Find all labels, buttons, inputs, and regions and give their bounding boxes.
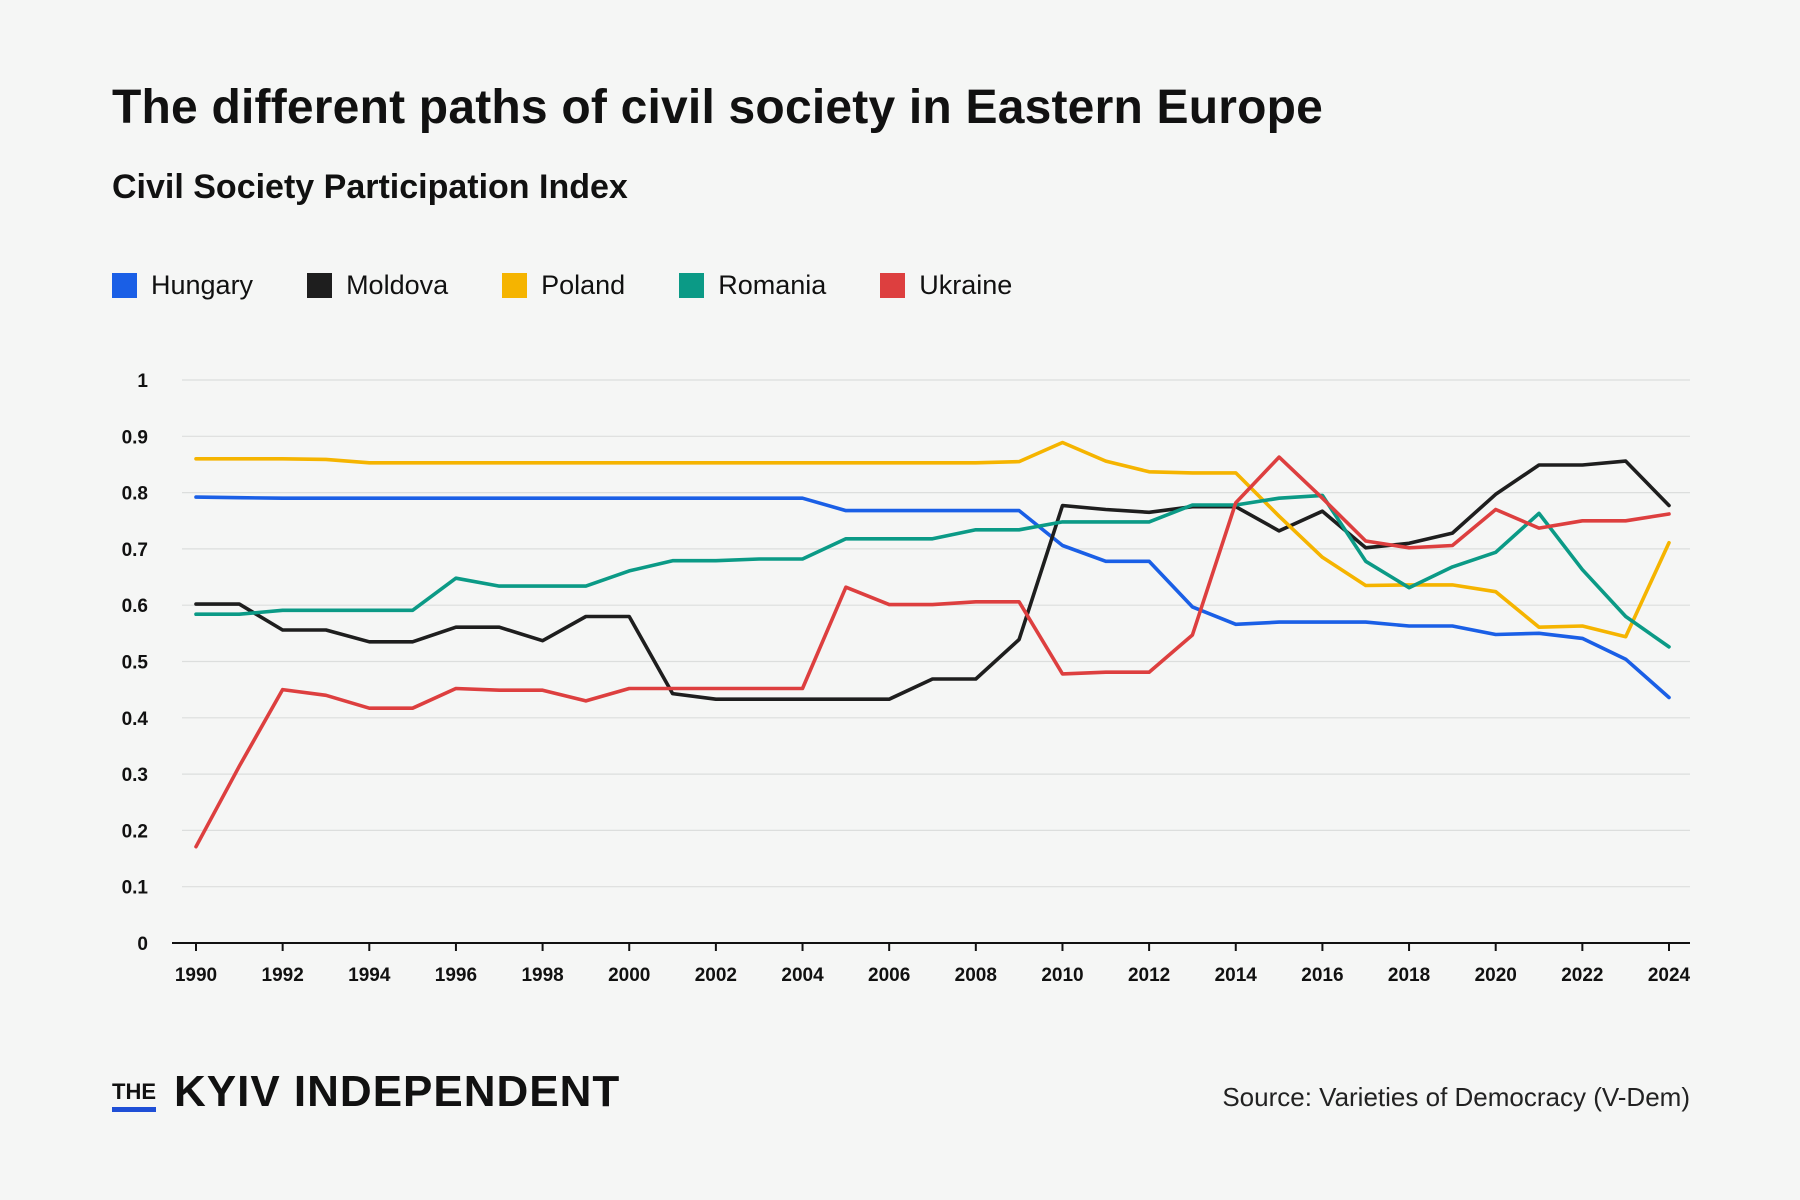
legend-item-romania: Romania: [679, 270, 826, 301]
legend-swatch: [679, 273, 705, 298]
legend-swatch: [307, 273, 333, 298]
x-tick-label: 1992: [262, 965, 304, 986]
y-tick-label: 0.7: [122, 540, 148, 561]
x-tick-label: 1990: [175, 965, 217, 986]
series-line-hungary: [194, 495, 1671, 700]
x-tick-label: 2004: [781, 965, 824, 986]
legend-item-moldova: Moldova: [307, 270, 448, 301]
series-line-moldova: [194, 459, 1671, 702]
x-tick-label: 2006: [868, 965, 910, 986]
series-lines: [194, 440, 1671, 849]
x-tick-label: 2002: [695, 965, 737, 986]
x-tick-label: 2010: [1041, 965, 1083, 986]
source-note: Source: Varieties of Democracy (V-Dem): [1222, 1082, 1690, 1112]
y-tick-label: 0: [137, 934, 148, 955]
x-tick-label: 2018: [1388, 965, 1430, 986]
y-tick-label: 0.5: [122, 653, 149, 674]
x-tick-label: 2000: [608, 965, 650, 986]
x-tick-label: 2008: [955, 965, 997, 986]
legend-label: Romania: [718, 270, 827, 300]
x-tick-label: 2020: [1475, 965, 1517, 986]
chart-title: The different paths of civil society in …: [112, 81, 1324, 134]
logo-name: KYIV INDEPENDENT: [174, 1067, 621, 1116]
x-tick-label: 2012: [1128, 965, 1170, 986]
y-tick-label: 1: [137, 371, 148, 392]
legend-label: Hungary: [151, 270, 254, 300]
x-tick-label: 2022: [1561, 965, 1603, 986]
legend: Hungary Moldova Poland Romania Ukraine: [112, 270, 1066, 301]
x-tick-label: 2014: [1215, 965, 1258, 986]
logo-the: THE: [112, 1081, 156, 1112]
legend-swatch: [502, 273, 528, 298]
y-tick-label: 0.4: [122, 709, 149, 730]
legend-item-ukraine: Ukraine: [880, 270, 1012, 301]
legend-swatch: [880, 273, 906, 298]
y-tick-label: 0.1: [122, 878, 149, 899]
gridlines: [182, 379, 1690, 888]
x-tick-label: 1996: [435, 965, 477, 986]
series-line-romania: [194, 493, 1671, 649]
chart-subtitle: Civil Society Participation Index: [112, 168, 628, 206]
x-tick-label: 1998: [521, 965, 563, 986]
legend-label: Ukraine: [919, 270, 1013, 300]
y-tick-label: 0.9: [122, 427, 148, 448]
y-tick-label: 0.8: [122, 484, 148, 505]
series-line-ukraine: [194, 455, 1671, 849]
y-tick-label: 0.3: [122, 765, 148, 786]
x-tick-label: 2024: [1648, 965, 1691, 986]
axes: 0 0.1 0.2 0.3 0.4 0.5 0.6 0.7 0.8 0.9 1 1990 1992 199…: [122, 371, 1691, 986]
x-tick-label: 1994: [348, 965, 391, 986]
series-line-poland: [194, 440, 1671, 639]
y-tick-label: 0.6: [122, 596, 148, 617]
publisher-logo: THE KYIV INDEPENDENT: [112, 1067, 621, 1116]
legend-item-poland: Poland: [502, 270, 625, 301]
x-tick-label: 2016: [1301, 965, 1343, 986]
legend-label: Poland: [541, 270, 626, 300]
legend-label: Moldova: [346, 270, 449, 300]
y-tick-label: 0.2: [122, 821, 148, 842]
legend-item-hungary: Hungary: [112, 270, 253, 301]
legend-swatch: [112, 273, 137, 298]
